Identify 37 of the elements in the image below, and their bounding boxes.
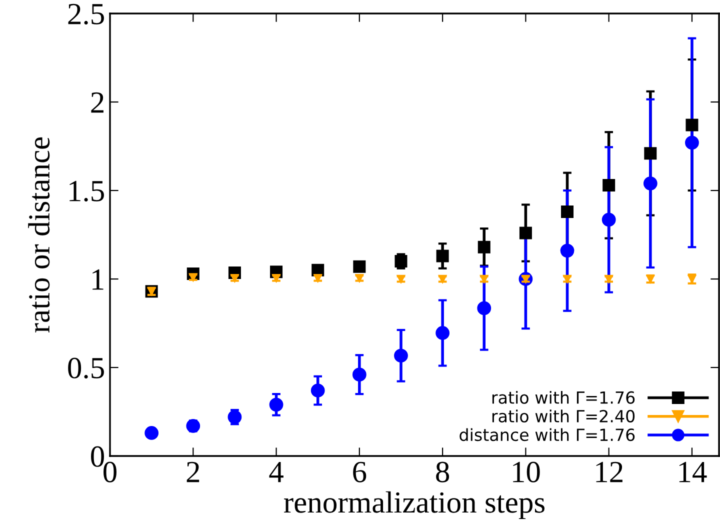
point xyxy=(602,212,616,227)
y-tick-label: 2 xyxy=(91,92,104,113)
point xyxy=(352,368,366,382)
point xyxy=(310,384,325,398)
point xyxy=(353,260,366,273)
point xyxy=(643,176,658,190)
point xyxy=(519,226,532,240)
x-tick-label: 10 xyxy=(513,462,540,482)
y-tick-label: 2.5 xyxy=(68,4,104,25)
point xyxy=(686,118,698,132)
x-tick-label: 6 xyxy=(353,462,366,482)
point xyxy=(561,205,574,218)
point xyxy=(144,426,159,440)
y-tick-label: 0 xyxy=(91,446,104,467)
point xyxy=(685,136,699,150)
y-tick-label: 0.5 xyxy=(68,358,104,379)
point xyxy=(644,147,657,160)
point xyxy=(436,250,449,262)
point xyxy=(560,244,574,258)
x-tick-label: 12 xyxy=(596,462,622,482)
x-tick-label: 2 xyxy=(186,462,200,482)
legend-label: ratio with Γ=1.76 xyxy=(492,390,635,404)
point xyxy=(478,240,490,254)
legend-label: distance with Γ=1.76 xyxy=(460,428,635,442)
point xyxy=(436,326,450,340)
point xyxy=(269,398,284,412)
legend-label: ratio with Γ=2.40 xyxy=(492,410,635,422)
x-tick-label: 14 xyxy=(679,462,707,482)
x-tick-label: 4 xyxy=(269,462,284,482)
y-tick-label: 1.5 xyxy=(70,180,104,202)
point xyxy=(477,301,492,316)
point xyxy=(602,178,616,192)
x-axis-title: renormalization steps xyxy=(284,491,544,520)
y-tick-label: 1 xyxy=(92,269,104,290)
point xyxy=(394,348,408,363)
x-tick-label: 8 xyxy=(436,462,450,482)
y-axis-title: ratio or distance xyxy=(28,137,50,333)
